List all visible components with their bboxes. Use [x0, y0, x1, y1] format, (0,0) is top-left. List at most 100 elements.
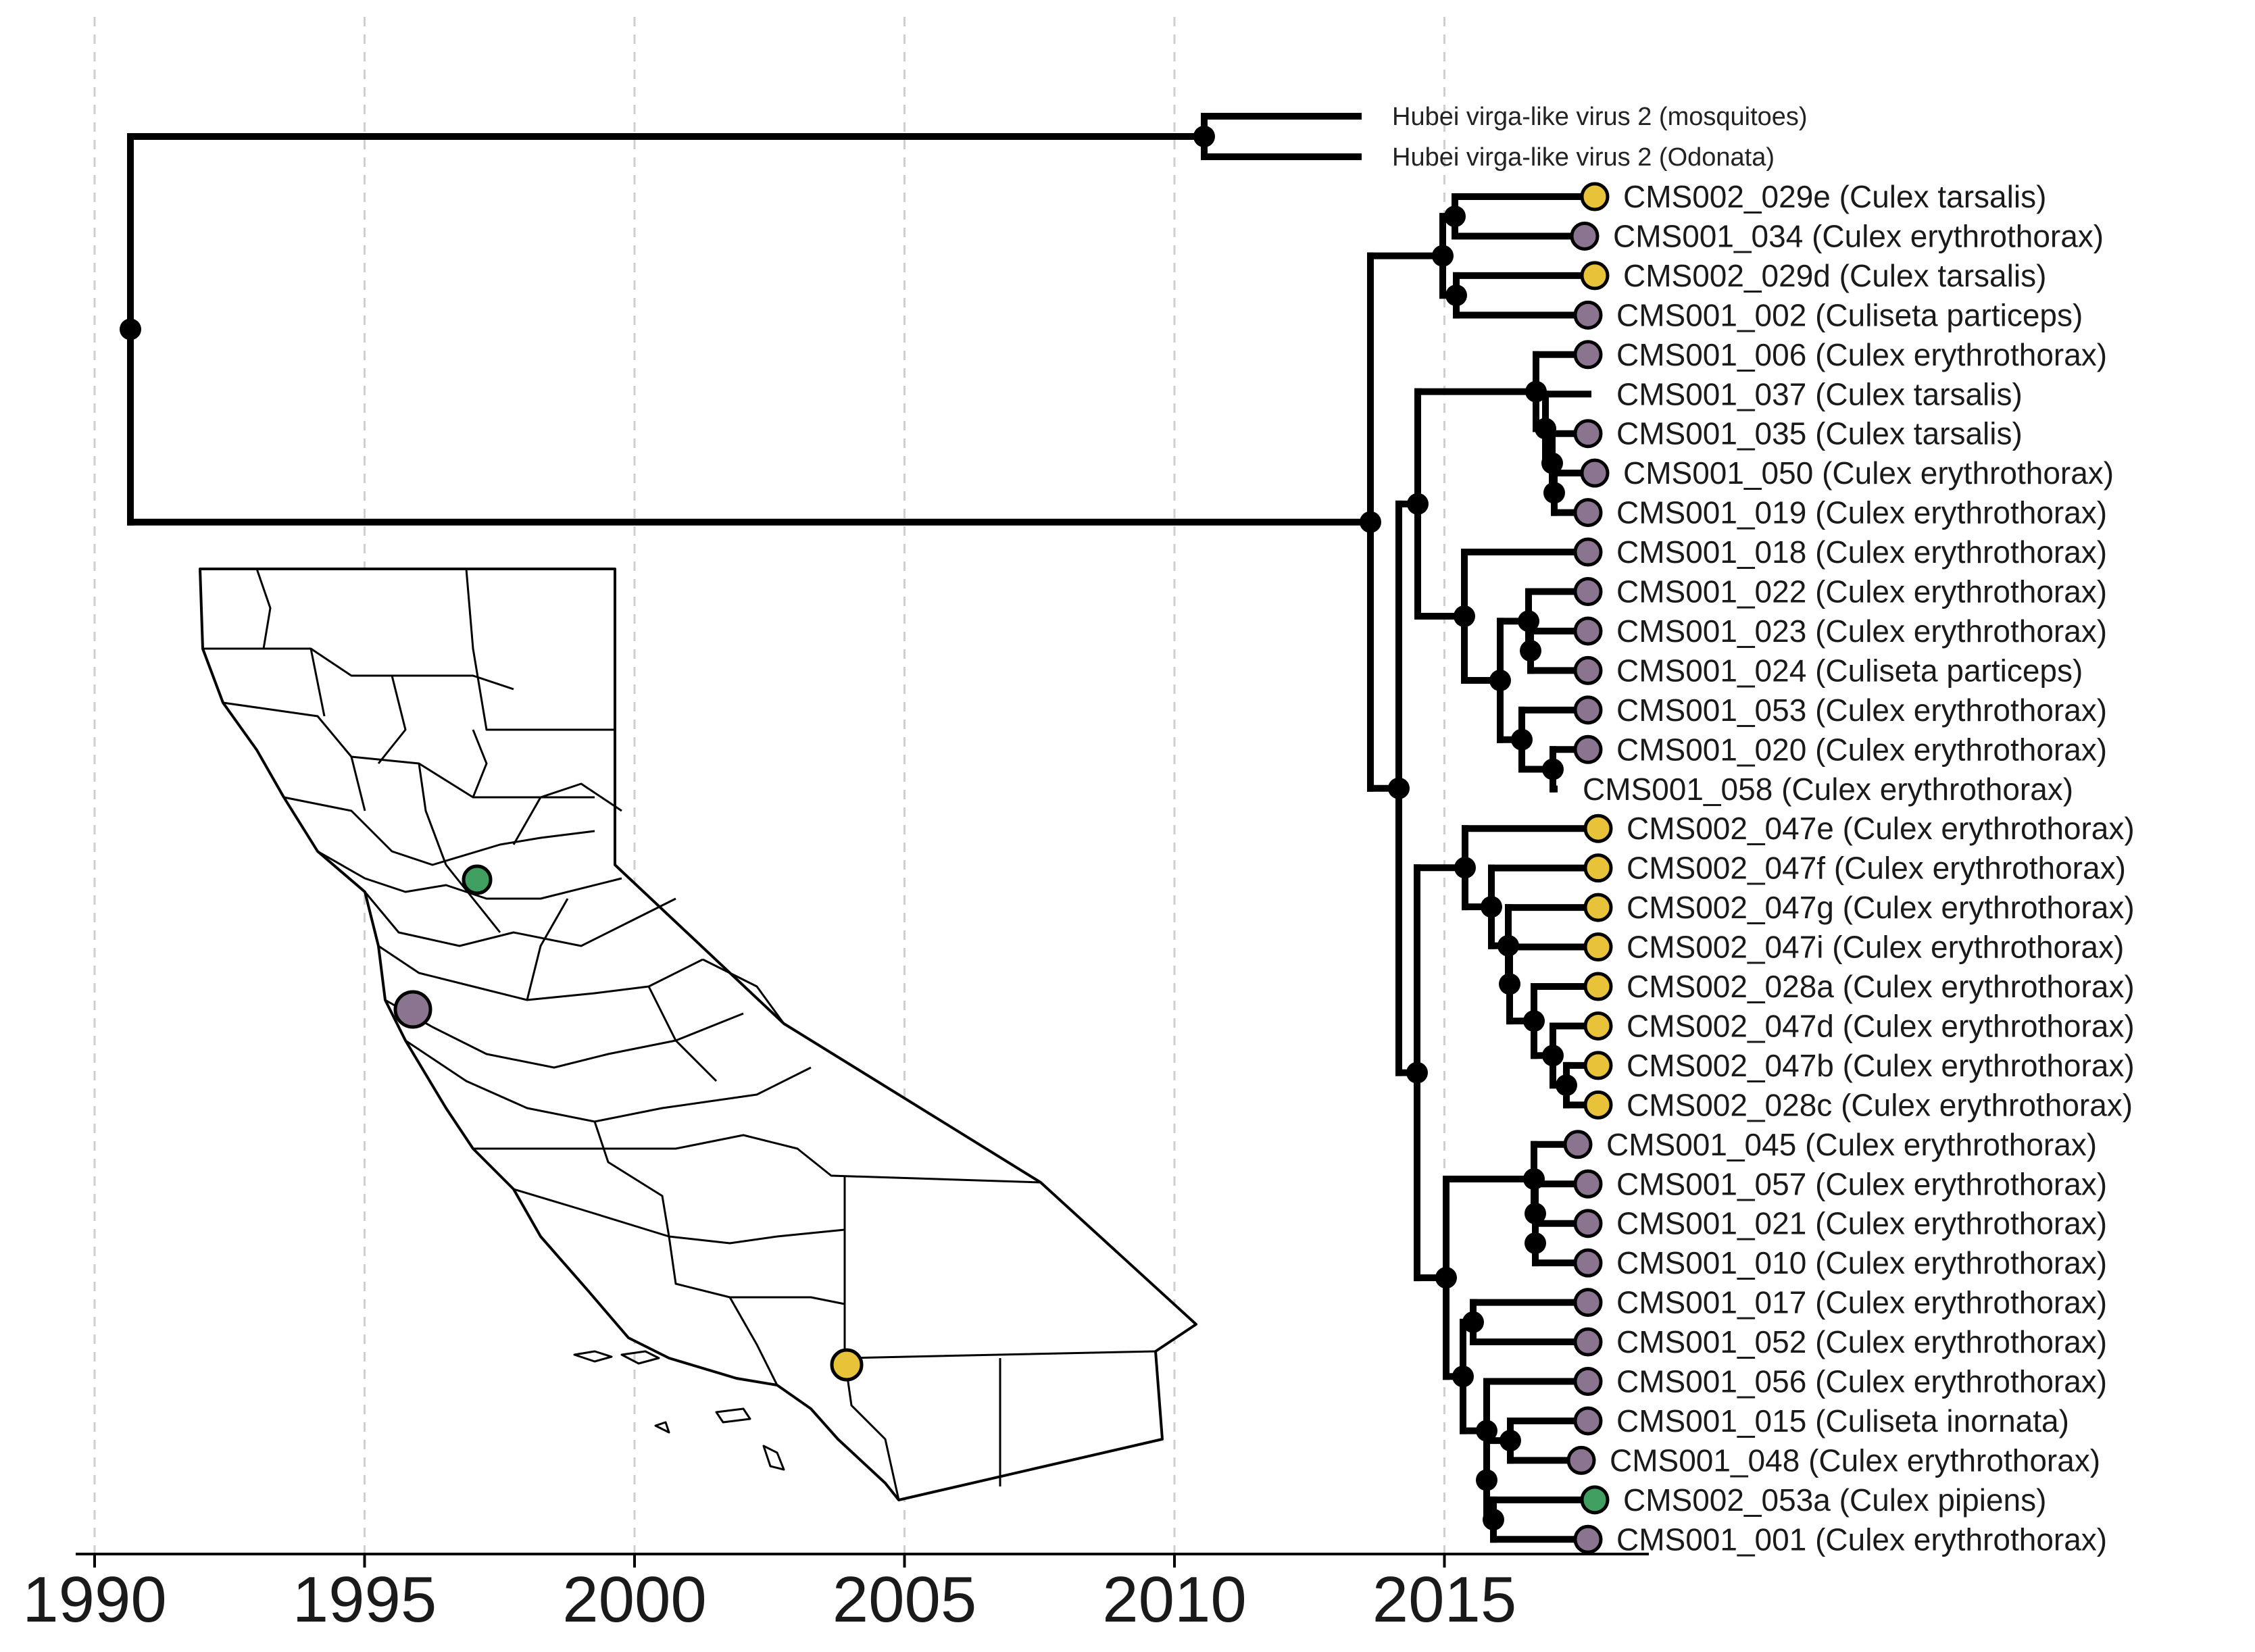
time-axis: 1990 1995 2000 2005 2010 2015 [22, 1553, 1649, 1636]
tip-marker [1583, 814, 1613, 843]
tip-marker [1573, 419, 1603, 449]
tip-label: CMS001_019 (Culex erythrothorax) [1616, 495, 2107, 530]
tip-label: CMS002_047d (Culex erythrothorax) [1627, 1008, 2135, 1043]
tip-marker [1583, 932, 1613, 962]
tip-marker [1573, 1524, 1603, 1554]
tip-marker [1573, 300, 1603, 330]
tip-label: CMS001_021 (Culex erythrothorax) [1616, 1206, 2107, 1241]
tip-label: CMS002_029e (Culex tarsalis) [1623, 179, 2046, 214]
tip-marker [1583, 1090, 1613, 1120]
tip-marker [1573, 340, 1603, 370]
tip-label: CMS001_050 (Culex erythrothorax) [1623, 455, 2114, 491]
tree-node [1444, 205, 1466, 228]
tip-label: CMS001_017 (Culex erythrothorax) [1616, 1285, 2107, 1320]
tip-label: CMS002_047e (Culex erythrothorax) [1627, 811, 2135, 846]
tip-marker [1573, 1406, 1603, 1436]
tree-node [1542, 1045, 1564, 1067]
tree-node [1525, 1232, 1546, 1254]
tip-marker [1573, 577, 1603, 606]
tip-label: CMS001_006 (Culex erythrothorax) [1616, 337, 2107, 372]
tip-label: CMS002_047i (Culex erythrothorax) [1627, 930, 2124, 965]
tree-node [1499, 973, 1520, 995]
tree-node [1497, 934, 1519, 957]
tip-label: CMS001_020 (Culex erythrothorax) [1616, 732, 2107, 767]
tree-node [1520, 640, 1541, 662]
tip-marker [1583, 1011, 1613, 1041]
tree-node [1360, 511, 1381, 533]
tip-label: CMS001_053 (Culex erythrothorax) [1616, 693, 2107, 728]
tip-label: CMS002_028a (Culex erythrothorax) [1627, 969, 2135, 1004]
tip-label: CMS001_035 (Culex tarsalis) [1616, 416, 2023, 451]
tip-label: CMS001_048 (Culex erythrothorax) [1610, 1443, 2100, 1478]
tip-marker [1583, 853, 1613, 883]
tree-node [1435, 1267, 1457, 1289]
tip-marker [1570, 221, 1600, 251]
tree-node [1476, 1469, 1497, 1491]
tip-marker [1573, 1367, 1603, 1396]
tip-marker [1580, 182, 1610, 211]
map-site-marker [462, 864, 493, 895]
tree-node [1489, 670, 1511, 692]
tip-label: CMS001_034 (Culex erythrothorax) [1613, 218, 2104, 253]
tip-marker [1580, 458, 1610, 488]
tip-marker [1583, 972, 1613, 1001]
tip-marker [1566, 1445, 1596, 1475]
tree-node [1525, 380, 1547, 403]
tree-node [1523, 1168, 1545, 1190]
axis-tick-label: 1995 [293, 1563, 437, 1636]
tip-marker [1573, 1288, 1603, 1318]
tree-node [1432, 245, 1454, 267]
tip-marker [1563, 1130, 1593, 1159]
tree-node [1454, 857, 1476, 879]
tip-label: CMS001_002 (Culiseta particeps) [1616, 297, 2083, 332]
tip-label: CMS001_010 (Culex erythrothorax) [1616, 1245, 2107, 1280]
tree-node [120, 318, 141, 341]
tree-node [1452, 1366, 1474, 1388]
axis-tick-label: 2015 [1372, 1563, 1517, 1636]
tip-label: CMS001_001 (Culex erythrothorax) [1616, 1522, 2107, 1557]
tree-node [1476, 1420, 1497, 1442]
tree-node [1542, 758, 1564, 780]
tree-node [1483, 1509, 1504, 1531]
tip-marker [1573, 498, 1603, 528]
axis-tick-label: 1990 [22, 1563, 167, 1636]
map-site-marker [830, 1348, 864, 1382]
tip-marker [1573, 616, 1603, 646]
outgroup-label: Hubei virga-like virus 2 (Odonata) [1392, 143, 1775, 172]
tip-marker [1573, 537, 1603, 567]
tip-label: CMS002_047g (Culex erythrothorax) [1627, 890, 2135, 925]
tip-label: CMS001_024 (Culiseta particeps) [1616, 653, 2083, 688]
map-sites [393, 864, 864, 1382]
tree-node [1511, 728, 1533, 751]
tip-marker [1573, 1327, 1603, 1357]
tip-label: CMS001_015 (Culiseta inornata) [1616, 1403, 2069, 1438]
tip-label: CMS001_018 (Culex erythrothorax) [1616, 534, 2107, 570]
channel-islands [573, 1350, 785, 1471]
tree-node [1462, 1311, 1484, 1333]
tip-marker [1580, 1485, 1610, 1515]
outgroup-label: Hubei virga-like virus 2 (mosquitoes) [1392, 103, 1808, 131]
tree-node [1556, 1074, 1577, 1097]
tip-label: CMS001_045 (Culex erythrothorax) [1606, 1127, 2097, 1162]
tree-node [1541, 452, 1563, 474]
tree-node [1543, 482, 1565, 504]
axis-tick-label: 2010 [1102, 1563, 1247, 1636]
tree-node [1407, 493, 1429, 515]
county-boundaries [203, 568, 1156, 1501]
tree-node [1454, 605, 1475, 628]
tree-node [1445, 284, 1467, 307]
axis-tick-label: 2005 [833, 1563, 977, 1636]
tree-node [1388, 777, 1410, 799]
tip-label: CMS001_056 (Culex erythrothorax) [1616, 1364, 2107, 1399]
tip-label: CMS002_053a (Culex pipiens) [1623, 1482, 2046, 1518]
map-site-marker [393, 990, 432, 1029]
tip-marker [1573, 1169, 1603, 1199]
tip-label: CMS001_037 (Culex tarsalis) [1616, 376, 2023, 411]
tip-marker [1573, 655, 1603, 685]
tree-node [1518, 610, 1539, 632]
tree-node [1481, 896, 1502, 918]
phylogenetic-tree: Hubei virga-like virus 2 (mosquitoes) Hub… [120, 103, 2135, 1557]
california-outline [199, 568, 1197, 1501]
tip-label: CMS001_052 (Culex erythrothorax) [1616, 1324, 2107, 1359]
